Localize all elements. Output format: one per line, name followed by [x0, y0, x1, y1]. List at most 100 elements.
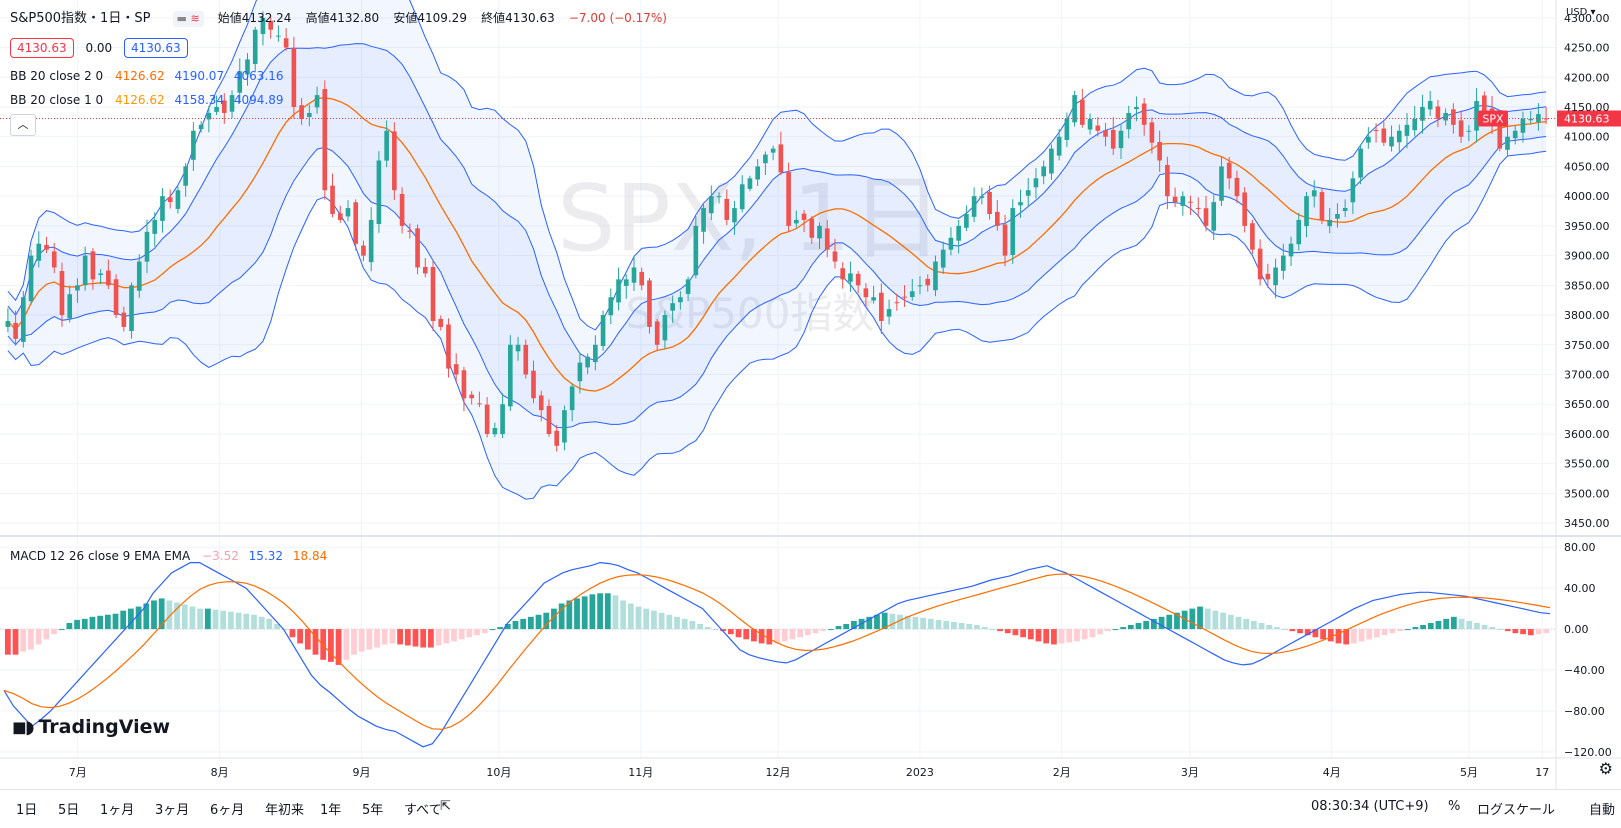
- percent-toggle[interactable]: %: [1448, 799, 1461, 814]
- candle-body[interactable]: [407, 230, 413, 232]
- candle-body[interactable]: [415, 228, 420, 268]
- candle-body[interactable]: [1319, 192, 1325, 220]
- candle-body[interactable]: [708, 196, 714, 214]
- candle-body[interactable]: [36, 243, 42, 261]
- candle-body[interactable]: [894, 302, 900, 304]
- candle-body[interactable]: [1327, 219, 1333, 227]
- candle-body[interactable]: [183, 166, 188, 186]
- candle-body[interactable]: [1049, 148, 1054, 174]
- candle-body[interactable]: [631, 267, 637, 283]
- candle-body[interactable]: [546, 405, 552, 434]
- candle-body[interactable]: [1080, 99, 1085, 125]
- macd-legend[interactable]: MACD 12 26 close 9 EMA EMA −3.52 15.32 1…: [10, 548, 327, 564]
- candle-body[interactable]: [453, 364, 459, 375]
- currency-selector[interactable]: USD ▾: [1566, 7, 1596, 18]
- candle-body[interactable]: [531, 370, 536, 399]
- candle-body[interactable]: [1211, 202, 1217, 231]
- candle-body[interactable]: [778, 144, 784, 173]
- candle-body[interactable]: [392, 131, 397, 191]
- symbol-legend[interactable]: S&P500指数・1日・SP ▬ ≋ 始値4132.24 高値4132.80 安…: [10, 10, 667, 27]
- candle-body[interactable]: [214, 107, 219, 112]
- candle-body[interactable]: [21, 297, 26, 342]
- candle-body[interactable]: [368, 219, 374, 263]
- tradingview-logo[interactable]: ◼◗ TradingView: [12, 716, 170, 738]
- candle-body[interactable]: [809, 218, 815, 238]
- candle-body[interactable]: [732, 208, 737, 223]
- candle-body[interactable]: [237, 71, 243, 93]
- candle-body[interactable]: [13, 322, 18, 339]
- candle-body[interactable]: [1072, 95, 1077, 123]
- timeframe-2[interactable]: 1ヶ月: [100, 803, 135, 818]
- candle-body[interactable]: [600, 315, 606, 347]
- candle-body[interactable]: [1304, 196, 1309, 227]
- candle-body[interactable]: [956, 225, 961, 241]
- candle-body[interactable]: [1427, 101, 1433, 110]
- candle-body[interactable]: [461, 370, 467, 399]
- candle-body[interactable]: [1311, 190, 1317, 197]
- candle-body[interactable]: [75, 285, 80, 291]
- candle-body[interactable]: [701, 208, 706, 232]
- candle-body[interactable]: [469, 394, 474, 399]
- candle-body[interactable]: [1033, 178, 1039, 188]
- buy-price[interactable]: 4130.63: [124, 38, 188, 58]
- candle-body[interactable]: [562, 410, 567, 443]
- candle-body[interactable]: [1350, 178, 1356, 203]
- candle-body[interactable]: [260, 17, 266, 34]
- candle-body[interactable]: [693, 225, 699, 276]
- candle-body[interactable]: [1528, 118, 1533, 121]
- candle-body[interactable]: [268, 20, 274, 30]
- candle-body[interactable]: [1497, 118, 1503, 149]
- candle-body[interactable]: [1041, 166, 1047, 177]
- candle-body[interactable]: [477, 403, 482, 405]
- candle-body[interactable]: [1250, 223, 1255, 250]
- candle-body[interactable]: [1412, 118, 1418, 131]
- candle-body[interactable]: [144, 231, 150, 262]
- candle-body[interactable]: [1389, 136, 1394, 147]
- candle-body[interactable]: [175, 190, 181, 209]
- candle-body[interactable]: [1010, 208, 1016, 255]
- candle-body[interactable]: [106, 270, 111, 286]
- candle-body[interactable]: [1358, 148, 1363, 178]
- candle-body[interactable]: [1396, 130, 1402, 143]
- candle-body[interactable]: [739, 184, 745, 210]
- candle-body[interactable]: [577, 362, 583, 382]
- candle-body[interactable]: [98, 273, 103, 276]
- candle-body[interactable]: [1025, 190, 1031, 196]
- candle-body[interactable]: [933, 261, 938, 291]
- candle-body[interactable]: [221, 100, 227, 113]
- candle-body[interactable]: [886, 309, 892, 317]
- candle-body[interactable]: [554, 430, 560, 446]
- candle-body[interactable]: [1435, 106, 1441, 119]
- candle-body[interactable]: [1126, 112, 1132, 130]
- candle-body[interactable]: [1064, 118, 1070, 140]
- candle-body[interactable]: [832, 251, 838, 262]
- candle-body[interactable]: [724, 198, 730, 220]
- candle-body[interactable]: [639, 271, 645, 286]
- candle-body[interactable]: [1165, 164, 1170, 197]
- candle-body[interactable]: [1373, 130, 1379, 132]
- candle-body[interactable]: [1110, 129, 1116, 149]
- candle-body[interactable]: [167, 197, 173, 203]
- candle-body[interactable]: [67, 294, 73, 319]
- candle-body[interactable]: [1296, 219, 1302, 245]
- symbol-title[interactable]: S&P500指数・1日・SP: [10, 11, 151, 26]
- settings-gear-icon[interactable]: ⚙: [1598, 759, 1613, 778]
- candle-body[interactable]: [1219, 166, 1224, 201]
- candle-body[interactable]: [345, 208, 351, 217]
- candle-body[interactable]: [902, 296, 907, 298]
- timeframe-3[interactable]: 3ヶ月: [155, 803, 190, 818]
- goto-date-icon[interactable]: ⇱: [440, 799, 451, 814]
- candle-body[interactable]: [160, 196, 165, 221]
- auto-scale-toggle[interactable]: 自動: [1589, 803, 1616, 818]
- candle-body[interactable]: [670, 303, 675, 311]
- candle-body[interactable]: [1443, 112, 1448, 121]
- candle-body[interactable]: [1404, 124, 1410, 136]
- candle-body[interactable]: [763, 154, 768, 164]
- candle-body[interactable]: [909, 291, 915, 298]
- candle-body[interactable]: [1203, 208, 1209, 226]
- timeframe-4[interactable]: 6ヶ月: [210, 803, 245, 818]
- candle-body[interactable]: [90, 251, 96, 280]
- candle-body[interactable]: [330, 185, 335, 214]
- candle-body[interactable]: [1381, 128, 1387, 143]
- candle-body[interactable]: [1466, 130, 1472, 132]
